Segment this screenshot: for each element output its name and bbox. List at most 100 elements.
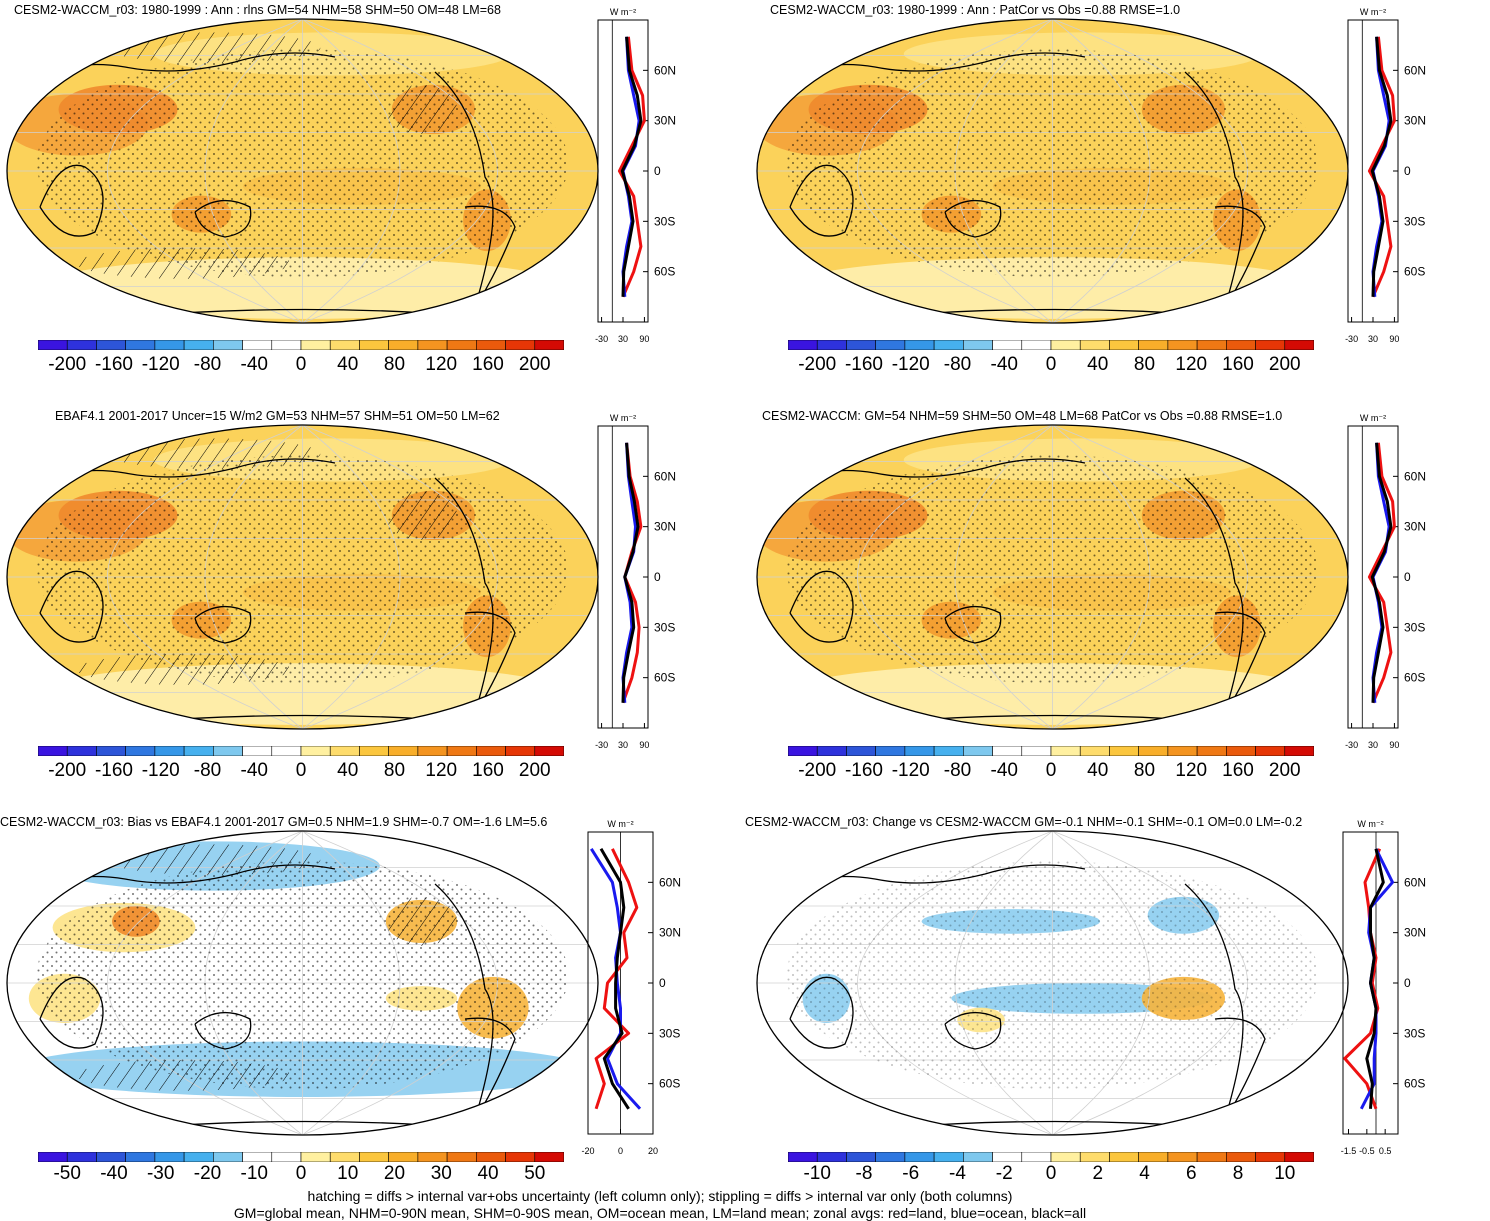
colorbar-tick-label: 120 xyxy=(425,354,458,375)
zonal-y-tick-label: 60S xyxy=(1404,671,1425,685)
zonal-y-tick-label: 60N xyxy=(1404,469,1426,483)
colorbar-swatch xyxy=(154,746,185,756)
zonal-x-tick-label: 30 xyxy=(1368,740,1378,750)
colorbar-swatch xyxy=(213,340,243,350)
colorbar-tick-label: 4 xyxy=(1139,1163,1150,1184)
zonal-x-tick-label: -30 xyxy=(1345,740,1358,750)
zonal-line-all xyxy=(1370,36,1393,297)
zonal-x-tick-label: 90 xyxy=(1389,740,1399,750)
colorbar-tick-label: -40 xyxy=(240,760,268,781)
colorbar-tick-label: -10 xyxy=(240,1163,268,1184)
zonal-x-tick-label: 30 xyxy=(618,740,628,750)
hatching xyxy=(106,438,321,470)
map-panel-5 xyxy=(6,830,599,1136)
zonal-y-tick-label: 0 xyxy=(654,570,661,584)
colorbar-swatch xyxy=(446,1152,477,1162)
colorbar-tick-label: -20 xyxy=(193,1163,222,1184)
colorbar-tick-label: 0 xyxy=(1045,1163,1057,1184)
panel-2-title: CESM2-WACCM_r03: 1980-1999 : Ann : PatCo… xyxy=(770,3,1181,17)
zonal-y-tick-label: 0 xyxy=(1404,976,1411,990)
zonal-units-label: W m⁻² xyxy=(607,819,633,829)
colorbar-swatch xyxy=(242,1152,273,1162)
panel-4-title: CESM2-WACCM: GM=54 NHM=59 SHM=50 OM=48 L… xyxy=(762,409,1283,423)
colorbar-tick-label: 200 xyxy=(1268,354,1301,375)
colorbar-swatch xyxy=(271,746,302,756)
colorbar-swatch xyxy=(388,1152,419,1162)
colorbar-swatch xyxy=(329,746,360,756)
colorbar-swatch xyxy=(300,340,331,350)
colorbar-tick-label: 160 xyxy=(1222,760,1254,781)
zonal-x-tick-label: 0.5 xyxy=(1379,1146,1392,1156)
colorbar-swatch xyxy=(1021,1152,1052,1162)
coastline xyxy=(194,1012,252,1050)
colorbar-swatch xyxy=(963,746,993,756)
colorbar-swatch xyxy=(388,746,419,756)
colorbar-swatch xyxy=(1109,746,1139,756)
colorbar-swatch xyxy=(816,746,847,756)
map-border xyxy=(756,830,1349,1136)
coastline xyxy=(39,976,104,1049)
colorbar-tick-label: 20 xyxy=(383,1163,406,1184)
footer-note-1: hatching = diffs > internal var+obs unce… xyxy=(307,1188,1013,1204)
colorbar-tick-label: -200 xyxy=(798,354,837,375)
colorbar-tick-label: 40 xyxy=(477,1163,499,1184)
colorbar-tick-label: -30 xyxy=(146,1163,175,1184)
hatching xyxy=(385,896,458,947)
colorbar-tick-label: 0 xyxy=(1045,760,1057,781)
zonal-y-tick-label: 0 xyxy=(1404,570,1411,584)
coastline xyxy=(39,570,104,643)
colorbar-tick-label: -200 xyxy=(48,354,87,375)
zonal-line-all xyxy=(599,848,630,1110)
colorbar-swatch xyxy=(1079,746,1110,756)
colorbar-tick-label: -40 xyxy=(990,354,1018,375)
coastline xyxy=(464,205,516,308)
colorbar-swatch xyxy=(417,340,448,350)
zonal-units-label: W m⁻² xyxy=(1357,819,1383,829)
colorbar-tick-label: 200 xyxy=(518,354,551,375)
zonal-panel-3: W m⁻² 60N 30N 0 30S 60S -30 30 90 xyxy=(595,413,676,750)
colorbar-swatch xyxy=(388,340,419,350)
colorbar-tick-label: 40 xyxy=(1087,354,1109,375)
colorbar-swatch xyxy=(992,1152,1023,1162)
colorbar-swatch xyxy=(359,746,389,756)
colorbar-tick-label: 40 xyxy=(337,354,359,375)
zonal-y-tick-label: 30N xyxy=(1404,114,1426,128)
hatching xyxy=(106,32,321,64)
panel-6-title: CESM2-WACCM_r03: Change vs CESM2-WACCM G… xyxy=(745,815,1303,829)
coastline xyxy=(1214,1017,1266,1120)
zonal-y-tick-label: 60S xyxy=(1404,265,1425,279)
zonal-x-tick-label: -30 xyxy=(595,334,608,344)
zonal-line-land xyxy=(1367,442,1396,704)
colorbar-tick-label: -10 xyxy=(803,1163,831,1184)
colorbar-tick-label: 2 xyxy=(1092,1163,1104,1184)
coastline xyxy=(944,1012,1002,1050)
colorbar-tick-label: -80 xyxy=(943,354,972,375)
hatching xyxy=(76,248,291,279)
colorbar-swatch xyxy=(359,1152,389,1162)
zonal-x-tick-label: -1.5 xyxy=(1341,1146,1357,1156)
zonal-x-tick-label: 90 xyxy=(1389,334,1399,344)
colorbar-swatch xyxy=(446,340,477,350)
zonal-y-tick-label: 30S xyxy=(1404,1026,1425,1040)
colorbar-swatch xyxy=(213,1152,243,1162)
zonal-y-tick-label: 30N xyxy=(1404,520,1426,534)
colorbar-tick-label: -160 xyxy=(94,354,133,375)
colorbar-swatch xyxy=(1021,746,1052,756)
colorbar-swatch xyxy=(1255,1152,1286,1162)
zonal-y-tick-label: 30S xyxy=(659,1026,680,1040)
colorbar-tick-label: 120 xyxy=(1175,760,1208,781)
zonal-x-tick-label: 90 xyxy=(639,740,649,750)
colorbar-swatch xyxy=(417,746,448,756)
zonal-y-tick-label: 0 xyxy=(654,164,661,178)
colorbar-swatch xyxy=(875,1152,906,1162)
colorbar-swatch xyxy=(1226,340,1256,350)
colorbar-tick-label: 6 xyxy=(1185,1163,1197,1184)
colorbar-swatch xyxy=(446,746,477,756)
colorbar-swatch xyxy=(1167,340,1198,350)
colorbar-swatch xyxy=(1284,1152,1314,1162)
colorbar-swatch xyxy=(1167,1152,1198,1162)
zonal-y-tick-label: 30N xyxy=(654,520,676,534)
colorbar-swatch xyxy=(417,1152,448,1162)
colorbar-swatch xyxy=(1226,746,1256,756)
stippling xyxy=(786,49,1319,278)
